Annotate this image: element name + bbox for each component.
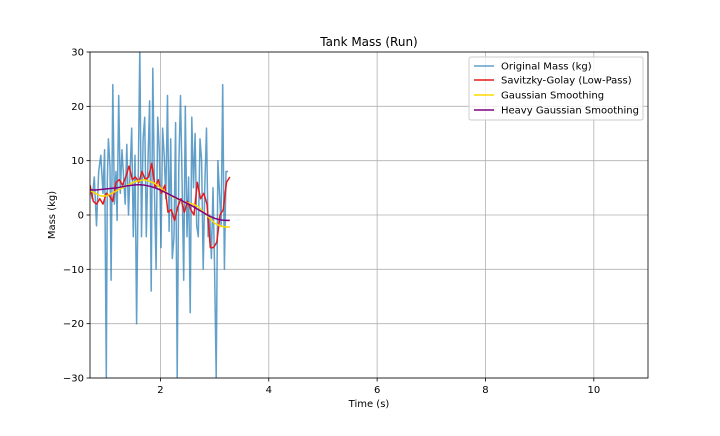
- legend-label-original: Original Mass (kg): [501, 62, 592, 73]
- x-tick-label: 2: [157, 385, 163, 396]
- series-line-gaussian: [90, 178, 230, 228]
- x-tick-label: 6: [374, 385, 380, 396]
- x-tick-label: 8: [482, 385, 488, 396]
- series-line-original-mass: [90, 52, 229, 378]
- y-axis-label: Mass (kg): [47, 191, 58, 239]
- y-tick-label: −30: [63, 374, 84, 385]
- x-axis-label: Time (s): [348, 399, 390, 410]
- legend-label-gaussian: Gaussian Smoothing: [501, 91, 604, 102]
- legend-box: [468, 56, 644, 121]
- data-series: [90, 52, 231, 378]
- legend-entry: Original Mass (kg): [474, 62, 592, 73]
- x-axis-ticks: 2 4 6 8 10: [157, 378, 600, 396]
- y-tick-label: 20: [71, 102, 84, 113]
- series-line-heavy-gaussian: [90, 183, 230, 222]
- y-tick-label: 10: [71, 156, 84, 167]
- y-tick-label: 30: [71, 48, 84, 59]
- legend-entry: Heavy Gaussian Smoothing: [474, 106, 639, 117]
- y-axis-ticks: −30 −20 −10 0 10 20 30: [63, 48, 90, 385]
- legend: Original Mass (kg) Savitzky-Golay (Low-P…: [468, 56, 644, 121]
- x-tick-label: 4: [266, 385, 272, 396]
- legend-label-savitzky-golay: Savitzky-Golay (Low-Pass): [501, 76, 632, 87]
- x-tick-label: 10: [587, 385, 600, 396]
- legend-entry: Gaussian Smoothing: [474, 91, 604, 102]
- legend-label-heavy-gaussian: Heavy Gaussian Smoothing: [501, 106, 639, 117]
- y-tick-label: 0: [78, 211, 84, 222]
- legend-entry: Savitzky-Golay (Low-Pass): [474, 76, 632, 87]
- y-tick-label: −10: [63, 265, 84, 276]
- y-tick-label: −20: [63, 319, 84, 330]
- chart-title: Tank Mass (Run): [319, 35, 417, 49]
